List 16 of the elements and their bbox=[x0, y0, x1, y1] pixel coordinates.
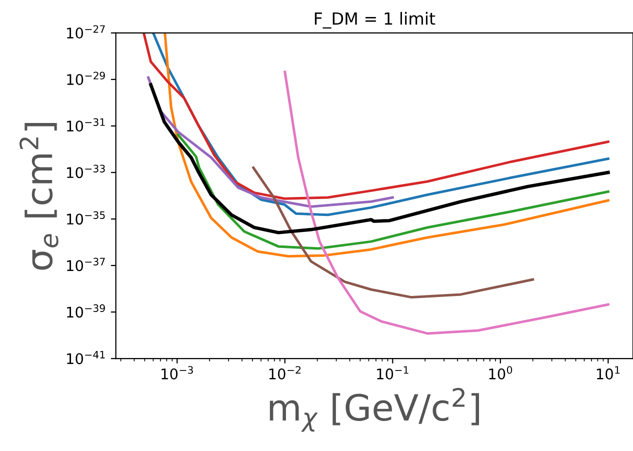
y-tick-label: 10$^{−31}$ bbox=[67, 118, 105, 132]
x-tick-label: 10$^{−1}$ bbox=[377, 366, 408, 380]
y-tick-label: 10$^{−29}$ bbox=[67, 72, 105, 86]
y-tick-label: 10$^{−35}$ bbox=[67, 211, 105, 225]
x-tick-label: 10$^{1}$ bbox=[596, 366, 620, 380]
y-axis-title: σ$_{e}$ [cm$^{2}$] bbox=[20, 122, 58, 270]
y-tick-label: 10$^{−37}$ bbox=[67, 258, 105, 272]
y-tick-label: 10$^{−33}$ bbox=[67, 164, 105, 178]
x-tick-label: 10$^{0}$ bbox=[489, 366, 512, 380]
x-tick-label: 10$^{−2}$ bbox=[269, 366, 300, 380]
chart-title: F_DM = 1 limit bbox=[314, 12, 436, 29]
y-tick-label: 10$^{−27}$ bbox=[67, 25, 105, 39]
x-axis-title: m$_{χ}$ [GeV/c$^{2}$] bbox=[270, 388, 479, 432]
x-tick-label: 10$^{−3}$ bbox=[162, 366, 193, 380]
y-tick-label: 10$^{−41}$ bbox=[67, 350, 105, 364]
y-tick-label: 10$^{−39}$ bbox=[67, 304, 105, 318]
